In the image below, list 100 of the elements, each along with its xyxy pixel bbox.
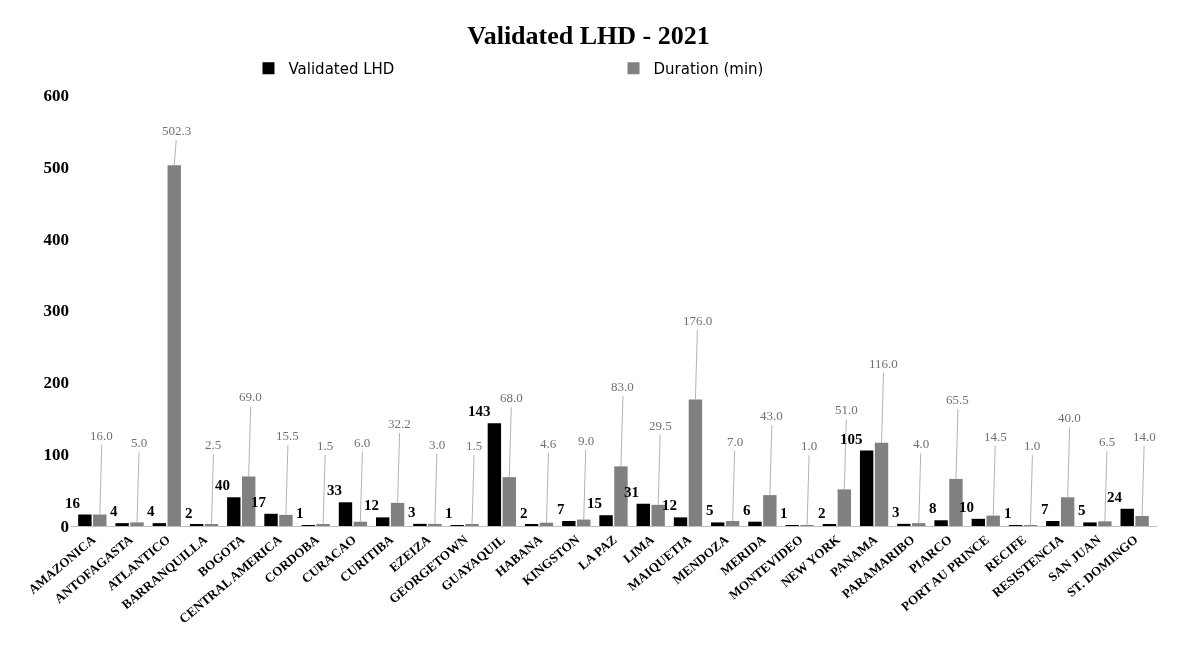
y-tick-label: 200 xyxy=(43,373,69,393)
bar xyxy=(673,517,688,526)
data-label: 2 xyxy=(818,505,826,521)
data-label: 176.0 xyxy=(683,313,713,328)
data-label: 4.6 xyxy=(540,436,557,451)
bar xyxy=(115,523,129,526)
bar xyxy=(264,513,278,526)
data-label: 6.5 xyxy=(1099,434,1116,449)
bar xyxy=(502,477,516,526)
data-label: 4 xyxy=(147,503,155,519)
bar xyxy=(487,423,502,526)
data-label: 51.0 xyxy=(835,402,858,417)
legend-label: Duration (min) xyxy=(653,60,764,78)
data-label: 15.5 xyxy=(276,428,299,443)
data-label: 31 xyxy=(624,484,639,500)
data-label: 5 xyxy=(706,502,714,518)
y-tick-label: 300 xyxy=(43,301,69,321)
legend-label: Validated LHD xyxy=(288,60,395,78)
bar xyxy=(93,514,107,526)
data-label: 2 xyxy=(185,505,193,521)
data-label: 3 xyxy=(408,504,416,520)
data-label: 116.0 xyxy=(869,356,898,371)
data-label: 3.0 xyxy=(429,437,446,452)
data-label: 69.0 xyxy=(239,389,262,404)
bar xyxy=(1046,520,1060,526)
y-tick-label: 500 xyxy=(43,157,69,177)
data-label: 17 xyxy=(251,494,267,510)
bar xyxy=(971,518,986,526)
data-label: 1.5 xyxy=(317,438,334,453)
data-label: 15 xyxy=(587,495,602,511)
data-label: 1 xyxy=(296,505,304,521)
y-tick-label: 100 xyxy=(43,445,69,465)
bar xyxy=(763,495,777,526)
data-label: 12 xyxy=(662,497,677,513)
data-label: 33 xyxy=(327,482,342,498)
bar xyxy=(859,450,874,526)
data-label: 14.0 xyxy=(1133,429,1156,444)
data-label: 16 xyxy=(65,495,81,511)
data-label: 68.0 xyxy=(500,390,523,405)
bar xyxy=(897,523,911,526)
data-label: 1.0 xyxy=(801,438,818,453)
data-label: 24 xyxy=(1107,489,1123,505)
bar xyxy=(413,523,427,526)
data-label: 105 xyxy=(840,431,863,447)
data-label: 40.0 xyxy=(1058,410,1081,425)
data-label: 12 xyxy=(364,497,379,513)
bar xyxy=(338,502,353,526)
data-label: 3 xyxy=(892,504,900,520)
bar xyxy=(688,399,703,526)
data-label: 40 xyxy=(215,477,230,493)
y-tick-label: 0 xyxy=(60,516,69,536)
y-tick-label: 600 xyxy=(43,85,69,105)
bar xyxy=(837,489,851,526)
bar xyxy=(376,517,390,526)
bar xyxy=(725,520,740,526)
data-label: 1.5 xyxy=(466,438,483,453)
data-label: 65.5 xyxy=(946,392,969,407)
bar xyxy=(1135,515,1149,526)
data-label: 1 xyxy=(1004,505,1012,521)
bar xyxy=(152,523,167,526)
bar xyxy=(912,523,926,526)
data-label: 4 xyxy=(110,503,118,519)
data-label: 1 xyxy=(780,505,788,521)
bar xyxy=(711,522,725,526)
bar xyxy=(78,514,92,526)
bar xyxy=(279,514,293,526)
data-label: 6 xyxy=(743,502,751,518)
data-label: 14.5 xyxy=(984,429,1007,444)
bar xyxy=(562,520,576,526)
bar xyxy=(1083,522,1097,526)
data-label: 8 xyxy=(929,500,937,516)
data-label: 1 xyxy=(445,505,453,521)
data-label: 6.0 xyxy=(354,435,371,450)
bar xyxy=(390,502,405,526)
bar xyxy=(428,523,442,526)
bar xyxy=(1060,497,1075,526)
data-label: 83.0 xyxy=(611,379,634,394)
bar xyxy=(1098,521,1112,526)
bar xyxy=(986,515,1000,526)
data-label: 5 xyxy=(1078,502,1086,518)
data-label: 7.0 xyxy=(727,434,744,449)
data-label: 7 xyxy=(1041,501,1049,517)
bar xyxy=(577,519,591,526)
data-label: 1.0 xyxy=(1024,438,1041,453)
bar xyxy=(599,515,613,526)
data-label: 5.0 xyxy=(131,435,148,450)
data-label: 143 xyxy=(468,403,491,419)
bar xyxy=(934,520,948,526)
bar xyxy=(353,521,368,526)
bar xyxy=(167,165,181,526)
data-label: 502.3 xyxy=(162,123,192,138)
data-label: 9.0 xyxy=(578,433,595,448)
chart-title: Validated LHD - 2021 xyxy=(467,21,710,51)
data-label: 29.5 xyxy=(649,418,672,433)
data-label: 32.2 xyxy=(388,416,411,431)
bar xyxy=(636,503,650,526)
bar xyxy=(874,442,889,526)
data-label: 16.0 xyxy=(90,428,113,443)
data-label: 4.0 xyxy=(913,436,930,451)
data-label: 2 xyxy=(520,505,528,521)
